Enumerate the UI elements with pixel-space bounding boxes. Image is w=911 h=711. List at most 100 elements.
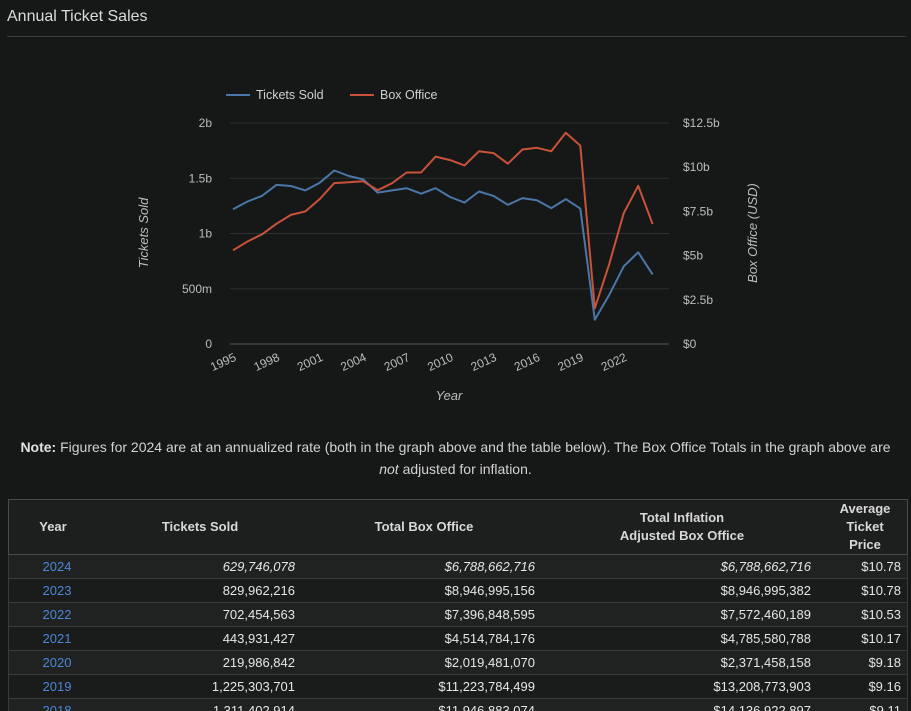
cell-adjusted-box-office: $14,136,922,897 [545,698,821,711]
cell-year: 2019 [8,674,97,699]
cell-average-ticket-price: $9.16 [821,674,908,699]
legend-item[interactable]: Tickets Sold [226,88,324,102]
y-left-axis-title: Tickets Sold [136,197,151,268]
cell-average-ticket-price: $9.18 [821,650,908,675]
table-row: 2019 1,225,303,701 $11,223,784,499 $13,208,… [8,674,908,699]
year-link[interactable]: 2024 [42,559,72,574]
cell-adjusted-box-office: $6,788,662,716 [545,554,821,579]
page-header: Annual Ticket Sales [7,8,906,37]
header-average-ticket-price[interactable]: Average Ticket Price [821,499,908,555]
cell-tickets-sold: 629,746,078 [97,554,305,579]
x-tick-label: 2004 [338,350,368,374]
cell-total-box-office: $11,223,784,499 [305,674,545,699]
table-row: 2022 702,454,563 $7,396,848,595 $7,572,460,… [8,602,908,627]
page-title: Annual Ticket Sales [7,8,148,25]
header-adjusted-line-1: Total Inflation [639,510,725,525]
cell-tickets-sold: 702,454,563 [97,602,305,627]
cell-total-box-office: $2,019,481,070 [305,650,545,675]
header-adjusted-line-2: Adjusted Box Office [619,528,745,543]
cell-tickets-sold: 443,931,427 [97,626,305,651]
y-left-tick-label: 1b [199,227,213,241]
table-header-row: Year Tickets Sold Total Box Office Total… [8,499,908,555]
chart-note: Note: Figures for 2024 are at an annuali… [0,436,911,480]
series-line-tickets-sold [232,169,654,321]
cell-total-box-office: $7,396,848,595 [305,602,545,627]
legend-label: Tickets Sold [256,88,324,102]
table-row: 2020 219,986,842 $2,019,481,070 $2,371,458,… [8,650,908,675]
header-adjusted-box-office[interactable]: Total Inflation Adjusted Box Office [545,499,821,555]
table-row: 2023 829,962,216 $8,946,995,156 $8,946,995,… [8,578,908,603]
cell-tickets-sold: 219,986,842 [97,650,305,675]
cell-adjusted-box-office: $2,371,458,158 [545,650,821,675]
series-line-box-office [232,131,654,310]
sales-table: Year Tickets Sold Total Box Office Total… [8,499,908,711]
cell-tickets-sold: 1,225,303,701 [97,674,305,699]
x-axis-title: Year [436,388,463,403]
note-label: Note: [20,439,57,455]
note-text-2: adjusted for inflation. [398,461,532,477]
y-left-tick-label: 2b [199,116,213,130]
sales-table-container: Year Tickets Sold Total Box Office Total… [8,499,908,711]
y-left-tick-label: 500m [182,282,212,296]
y-right-tick-label: $7.5b [683,204,713,218]
cell-total-box-office: $4,514,784,176 [305,626,545,651]
cell-year: 2021 [8,626,97,651]
x-tick-label: 1998 [252,350,282,374]
year-link[interactable]: 2018 [42,703,72,711]
y-right-tick-label: $0 [683,337,697,351]
cell-average-ticket-price: $10.17 [821,626,908,651]
header-year[interactable]: Year [8,499,97,555]
cell-adjusted-box-office: $8,946,995,382 [545,578,821,603]
header-total-box-office[interactable]: Total Box Office [305,499,545,555]
cell-year: 2024 [8,554,97,579]
note-emphasis: not [379,461,399,477]
header-tickets-sold[interactable]: Tickets Sold [97,499,305,555]
cell-year: 2022 [8,602,97,627]
y-right-tick-label: $2.5b [683,293,713,307]
y-left-tick-label: 1.5b [189,171,213,185]
table-row: 2024 629,746,078 $6,788,662,716 $6,788,662,… [8,554,908,579]
note-text-1: Figures for 2024 are at an annualized ra… [56,439,891,455]
year-link[interactable]: 2019 [42,679,72,694]
cell-adjusted-box-office: $13,208,773,903 [545,674,821,699]
x-tick-label: 2001 [295,350,325,374]
legend-item[interactable]: Box Office [350,88,437,102]
cell-average-ticket-price: $10.78 [821,578,908,603]
cell-average-ticket-price: $10.78 [821,554,908,579]
cell-average-ticket-price: $9.11 [821,698,908,711]
ticket-sales-chart: 0 500m 1b 1.5b 2b $0 $2.5b $5b $7.5b $10b $12.5b 19… [136,88,760,403]
cell-year: 2020 [8,650,97,675]
x-tick-label: 2022 [599,350,629,374]
year-link[interactable]: 2023 [42,583,72,598]
table-row: 2018 1,311,402,914 $11,946,883,074 $14,136,… [8,698,908,711]
chart-series [232,131,654,321]
cell-adjusted-box-office: $4,785,580,788 [545,626,821,651]
chart-legend[interactable]: Tickets Sold Box Office [226,88,437,102]
cell-total-box-office: $11,946,883,074 [305,698,545,711]
legend-label: Box Office [380,88,437,102]
x-tick-label: 2010 [425,350,455,374]
header-price-line-1: Average [839,501,891,516]
y-right-tick-label: $10b [683,160,710,174]
cell-tickets-sold: 829,962,216 [97,578,305,603]
cell-adjusted-box-office: $7,572,460,189 [545,602,821,627]
year-link[interactable]: 2021 [42,631,72,646]
header-price-line-2: Ticket Price [846,519,884,552]
table-body: 2024 629,746,078 $6,788,662,716 $6,788,662,… [8,554,908,711]
x-tick-label: 2013 [469,350,499,374]
cell-total-box-office: $6,788,662,716 [305,554,545,579]
y-right-tick-label: $5b [683,249,703,263]
y-right-axis-title: Box Office (USD) [745,183,760,283]
year-link[interactable]: 2020 [42,655,72,670]
cell-total-box-office: $8,946,995,156 [305,578,545,603]
x-tick-label: 2019 [555,350,585,374]
cell-average-ticket-price: $10.53 [821,602,908,627]
cell-tickets-sold: 1,311,402,914 [97,698,305,711]
table-row: 2021 443,931,427 $4,514,784,176 $4,785,580,… [8,626,908,651]
cell-year: 2023 [8,578,97,603]
y-right-tick-label: $12.5b [683,116,720,130]
x-tick-label: 1995 [208,350,238,374]
year-link[interactable]: 2022 [42,607,72,622]
x-tick-label: 2007 [382,350,412,374]
chart-grid [230,122,669,345]
